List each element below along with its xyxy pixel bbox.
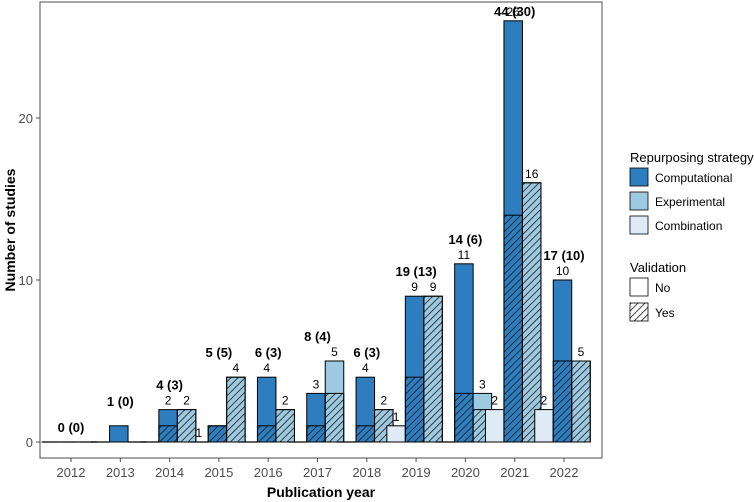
- bar-experimental-validated-2015: [226, 376, 246, 443]
- bar-computational-validated-2017: [306, 425, 326, 443]
- x-tick-label-2016: 2016: [254, 465, 283, 480]
- legend: Repurposing strategy Computational Exper…: [629, 150, 754, 322]
- legend-label-combination: Combination: [655, 219, 722, 233]
- total-label-2012: 0 (0): [58, 420, 85, 435]
- x-tick-label-2019: 2019: [402, 465, 431, 480]
- count-label-computational-2022: 10: [556, 264, 570, 278]
- bar-experimental-validated-2014: [176, 409, 197, 443]
- legend-swatch-combination: [629, 215, 649, 235]
- legend-swatch-no: [629, 277, 649, 297]
- legend-swatch-yes: [629, 302, 649, 322]
- x-tick-label-2014: 2014: [155, 465, 184, 480]
- bar-computational-validated-2018: [355, 425, 376, 443]
- count-label-computational-2016: 4: [263, 361, 270, 375]
- bar-computational-validated-2021: [503, 214, 523, 443]
- count-label-combination-2022: 2: [541, 394, 548, 408]
- bar-experimental-validated-2022: [571, 360, 591, 443]
- x-tick-label-2021: 2021: [500, 465, 529, 480]
- count-label-experimental-2019: 9: [430, 280, 437, 294]
- count-label-experimental-2015: 4: [233, 361, 240, 375]
- bar-combination-2021: [484, 409, 505, 443]
- count-label-computational-2014: 2: [165, 394, 172, 408]
- total-label-2020: 14 (6): [448, 232, 482, 247]
- bar-combination-2022: [534, 409, 554, 443]
- x-axis-title: Publication year: [267, 484, 376, 500]
- bar-computational-validated-2016: [256, 425, 277, 443]
- bar-computational-validated-2015: [207, 425, 228, 443]
- count-label-experimental-2020: 3: [479, 377, 486, 391]
- bar-computational-2013: [109, 425, 129, 443]
- count-label-computational-2017: 3: [313, 377, 320, 391]
- bar-experimental-validated-2017: [324, 392, 345, 443]
- count-label-combination-2015: 1: [196, 426, 203, 440]
- x-tick-label-2015: 2015: [204, 465, 233, 480]
- y-tick-label-0: 0: [26, 435, 33, 450]
- count-label-combination-2019: 1: [393, 410, 400, 424]
- count-label-computational-2020: 11: [458, 248, 471, 262]
- count-label-experimental-2018: 2: [380, 394, 387, 408]
- labels-group: 0 (0)1 (0) 2 24 (3)145 (5)426 (3)358 (4)42…: [58, 4, 585, 440]
- total-label-2019: 19 (13): [395, 264, 436, 279]
- bars-group: [41, 20, 591, 443]
- total-label-2017: 8 (4): [304, 329, 331, 344]
- legend-label-experimental: Experimental: [655, 195, 725, 209]
- y-tick-label-10: 10: [19, 273, 33, 288]
- total-label-2016: 6 (3): [255, 345, 282, 360]
- count-label-experimental-2022: 5: [578, 345, 585, 359]
- count-label-experimental-2014: 2: [183, 394, 190, 408]
- y-axis-title: Number of studies: [2, 168, 18, 291]
- bar-combination-2019: [386, 425, 406, 443]
- bar-computational-validated-2020: [454, 392, 474, 443]
- count-label-experimental-2017: 5: [331, 345, 338, 359]
- count-label-combination-2021: 2: [491, 394, 498, 408]
- bar-computational-validated-2014: [158, 425, 178, 443]
- legend-label-no: No: [655, 281, 671, 295]
- x-tick-label-2017: 2017: [303, 465, 332, 480]
- count-label-experimental-2021: 16: [525, 167, 539, 181]
- count-label-computational-2019: 9: [411, 280, 418, 294]
- x-tick-label-2020: 2020: [451, 465, 480, 480]
- bar-experimental-validated-2016: [275, 409, 295, 443]
- y-tick-label-20: 20: [19, 111, 33, 126]
- total-label-2021: 44 (30): [494, 4, 535, 19]
- legend-swatch-experimental: [629, 191, 649, 211]
- count-label-experimental-2016: 2: [282, 394, 289, 408]
- legend-swatch-computational: [629, 167, 649, 187]
- total-label-2013: 1 (0): [107, 394, 134, 409]
- x-tick-label-2022: 2022: [550, 465, 579, 480]
- total-label-2022: 17 (10): [543, 248, 584, 263]
- x-tick-label-2013: 2013: [106, 465, 135, 480]
- bar-experimental-validated-2021: [521, 182, 542, 443]
- count-label-computational-2021: 26: [507, 5, 521, 19]
- bar-computational-validated-2022: [552, 360, 573, 443]
- legend-strategy-title: Repurposing strategy: [630, 150, 754, 165]
- legend-label-yes: Yes: [655, 306, 675, 320]
- legend-label-computational: Computational: [655, 171, 732, 185]
- bar-experimental-validated-2019: [423, 295, 443, 443]
- x-tick-label-2012: 2012: [57, 465, 86, 480]
- total-label-2015: 5 (5): [206, 345, 233, 360]
- total-label-2018: 6 (3): [353, 345, 380, 360]
- count-label-computational-2018: 4: [362, 361, 369, 375]
- x-tick-label-2018: 2018: [352, 465, 381, 480]
- legend-validation-title: Validation: [630, 260, 686, 275]
- bar-computational-validated-2019: [404, 376, 425, 443]
- total-label-2014: 4 (3): [156, 378, 183, 393]
